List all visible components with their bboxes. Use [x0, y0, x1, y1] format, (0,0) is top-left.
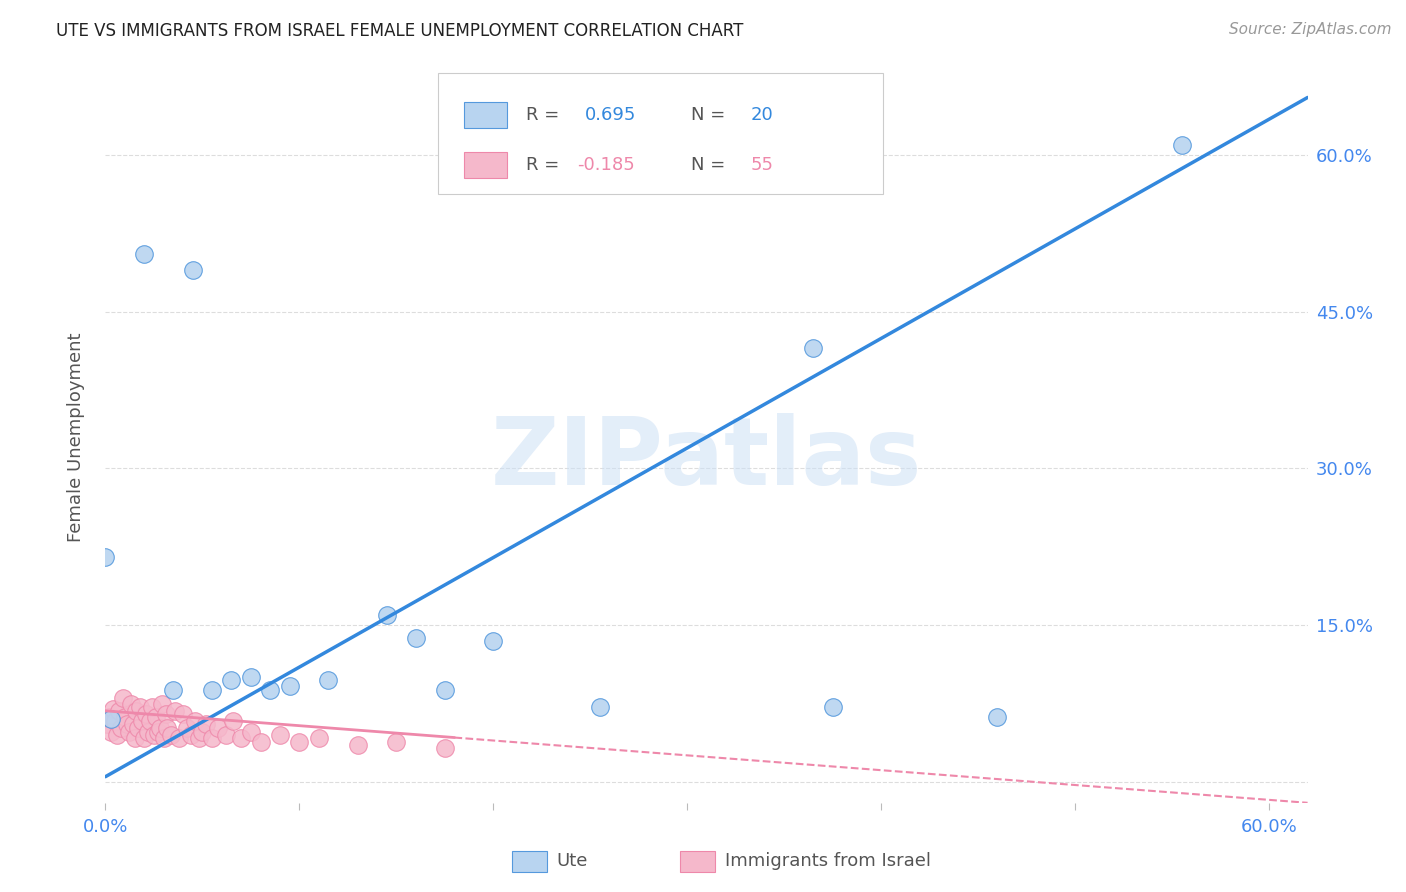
- Point: [801, 341, 824, 355]
- Point: [135, 706, 157, 721]
- Point: [318, 673, 340, 687]
- Point: [104, 714, 127, 729]
- Text: -0.185: -0.185: [576, 156, 634, 174]
- Point: [120, 697, 142, 711]
- Point: [249, 735, 271, 749]
- Point: [308, 731, 330, 745]
- Text: N =: N =: [690, 106, 731, 124]
- Point: [207, 721, 229, 735]
- Point: [127, 721, 149, 735]
- Point: [110, 721, 132, 735]
- Point: [146, 724, 169, 739]
- Point: [278, 679, 301, 693]
- Point: [129, 699, 152, 714]
- Point: [125, 704, 148, 718]
- Point: [145, 710, 167, 724]
- Point: [239, 670, 262, 684]
- Text: ZIPatlas: ZIPatlas: [491, 413, 922, 505]
- Text: Immigrants from Israel: Immigrants from Israel: [724, 853, 931, 871]
- Point: [482, 633, 505, 648]
- Point: [100, 724, 122, 739]
- Text: R =: R =: [526, 156, 565, 174]
- Point: [160, 728, 183, 742]
- Point: [94, 550, 117, 565]
- Point: [222, 714, 245, 729]
- Point: [139, 714, 162, 729]
- Point: [433, 741, 456, 756]
- Point: [155, 706, 177, 721]
- Point: [167, 731, 190, 745]
- Text: Ute: Ute: [557, 853, 588, 871]
- Point: [105, 728, 128, 742]
- Point: [181, 263, 204, 277]
- Point: [149, 721, 172, 735]
- Point: [239, 724, 262, 739]
- Point: [375, 607, 398, 622]
- Text: 0.695: 0.695: [585, 106, 637, 124]
- Point: [111, 691, 134, 706]
- Point: [165, 704, 187, 718]
- Point: [259, 682, 281, 697]
- FancyBboxPatch shape: [512, 851, 547, 871]
- Point: [162, 682, 184, 697]
- Point: [176, 721, 198, 735]
- Point: [231, 731, 253, 745]
- Point: [156, 721, 179, 735]
- Point: [98, 710, 121, 724]
- Point: [150, 697, 173, 711]
- Point: [821, 699, 844, 714]
- Text: 20: 20: [751, 106, 773, 124]
- Point: [96, 717, 118, 731]
- Text: R =: R =: [526, 106, 565, 124]
- Point: [103, 702, 125, 716]
- Point: [589, 699, 612, 714]
- Point: [142, 728, 165, 742]
- Point: [201, 682, 224, 697]
- Point: [221, 673, 243, 687]
- Point: [191, 724, 214, 739]
- FancyBboxPatch shape: [681, 851, 714, 871]
- Point: [118, 724, 141, 739]
- Point: [269, 728, 291, 742]
- Text: N =: N =: [690, 156, 731, 174]
- Point: [152, 731, 174, 745]
- Point: [136, 724, 159, 739]
- Point: [124, 731, 146, 745]
- Point: [405, 631, 427, 645]
- Point: [201, 731, 224, 745]
- Point: [195, 717, 218, 731]
- Point: [108, 704, 131, 718]
- Text: 55: 55: [751, 156, 773, 174]
- Point: [134, 731, 156, 745]
- Text: UTE VS IMMIGRANTS FROM ISRAEL FEMALE UNEMPLOYMENT CORRELATION CHART: UTE VS IMMIGRANTS FROM ISRAEL FEMALE UNE…: [56, 22, 744, 40]
- Point: [183, 714, 205, 729]
- Point: [131, 714, 153, 729]
- Point: [214, 728, 236, 742]
- Point: [180, 728, 202, 742]
- FancyBboxPatch shape: [464, 152, 508, 178]
- Point: [433, 682, 456, 697]
- Point: [114, 710, 136, 724]
- Point: [141, 699, 163, 714]
- Point: [121, 717, 143, 731]
- Point: [288, 735, 311, 749]
- Text: Source: ZipAtlas.com: Source: ZipAtlas.com: [1229, 22, 1392, 37]
- Point: [134, 247, 156, 261]
- FancyBboxPatch shape: [464, 102, 508, 128]
- Y-axis label: Female Unemployment: Female Unemployment: [66, 333, 84, 541]
- Point: [986, 710, 1008, 724]
- Point: [172, 706, 194, 721]
- Point: [100, 712, 122, 726]
- Point: [187, 731, 209, 745]
- Point: [115, 717, 138, 731]
- Point: [385, 735, 408, 749]
- Point: [346, 739, 368, 753]
- Point: [1170, 137, 1192, 152]
- FancyBboxPatch shape: [439, 73, 883, 194]
